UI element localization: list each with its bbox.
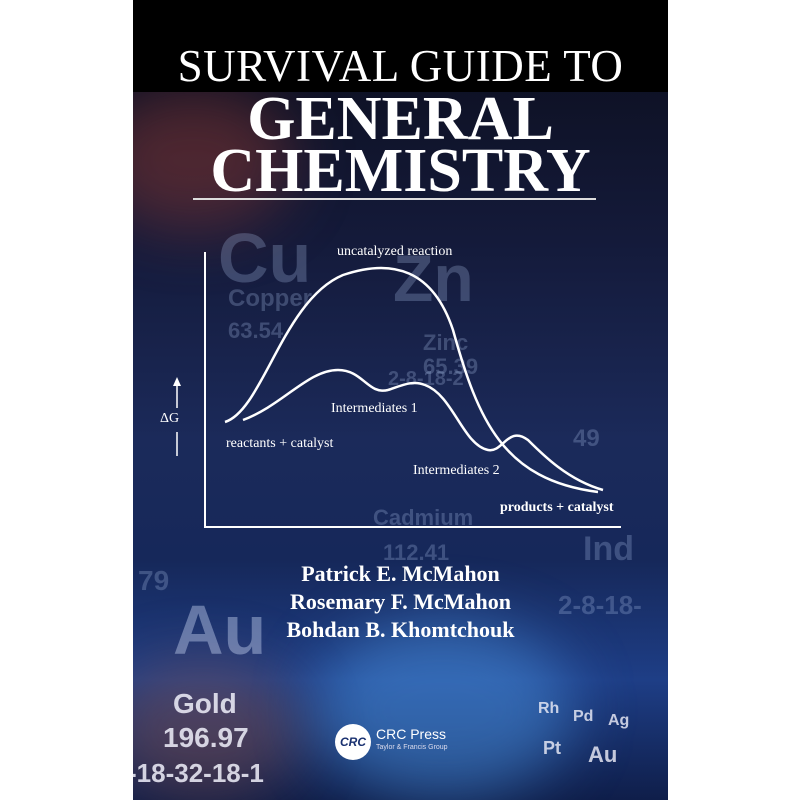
bg-tile-text: 2-8-18- [558,590,642,620]
catalyzed-curve [242,368,604,492]
author: Bohdan B. Khomtchouk [286,617,515,642]
publisher-name: CRC Press [376,726,447,742]
book-cover: Cu Copper 63.54 Zn Zinc 65.39 2-8-18-2 4… [133,0,668,800]
title-line-3: CHEMISTRY [210,137,591,205]
bg-tile-text: Pd [573,708,594,725]
bg-tile-text: Ind [583,530,634,568]
bg-tile-text: Rh [538,700,560,717]
title-line-1: SURVIVAL GUIDE TO [177,41,624,91]
label-intermediates-1: Intermediates 1 [331,401,418,416]
y-axis-label: ΔG [160,411,180,426]
bg-tile-text: 49 [573,425,600,452]
bg-tile-text: 79 [138,565,170,596]
title-band [133,0,668,92]
bg-tile-text: 112.41 [383,540,450,565]
author: Patrick E. McMahon [301,561,500,586]
energy-diagram [173,252,621,528]
label-intermediates-2: Intermediates 2 [413,463,500,478]
bg-tile-text: -18-32-18-1 [133,758,264,788]
title-divider [193,198,596,200]
bg-tile-text: Ag [608,712,630,729]
background-glow [313,620,573,800]
title-line-2: GENERAL [247,85,554,153]
background-glow [133,660,303,800]
bg-tile-text: Pt [543,738,561,758]
author-list: Patrick E. McMahon Rosemary F. McMahon B… [133,560,668,644]
bg-tile-text: Cadmium [373,505,474,530]
author: Rosemary F. McMahon [290,589,511,614]
bg-tile-text: 63.54 [228,318,284,343]
bg-tile-text: Copper [228,285,312,312]
bg-tile-text: Gold [173,688,237,719]
bg-tile-text: 65.39 [423,354,479,379]
publisher-group: Taylor & Francis Group [376,744,448,751]
crc-logo: CRC [335,724,371,760]
bg-tile-text: Zn [393,241,474,315]
arrow-head-icon [173,377,181,386]
bg-tile-text: Au [173,591,267,669]
background-glow [133,90,293,230]
bg-tile-text: 196.97 [163,722,249,753]
bg-tile-text: Au [588,742,618,767]
bg-tile-text: Zinc [423,330,469,355]
bg-tile-text: Cu [218,219,312,297]
label-reactants: reactants + catalyst [226,436,334,451]
label-products: products + catalyst [500,500,614,515]
uncatalyzed-curve [224,266,599,494]
label-uncatalyzed: uncatalyzed reaction [337,244,453,259]
